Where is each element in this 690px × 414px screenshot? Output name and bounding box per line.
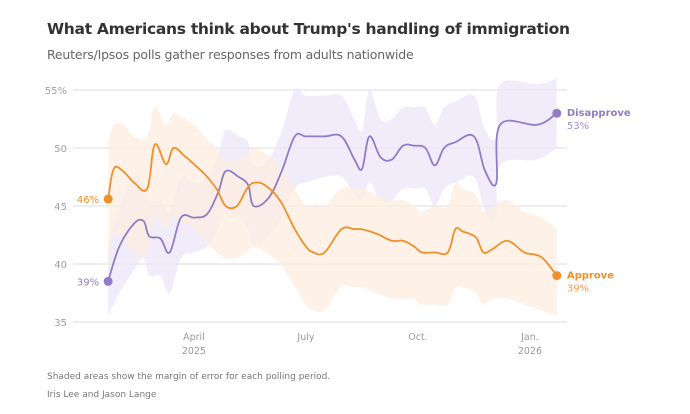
disapprove-line: [107, 112, 558, 283]
series-lines: [103, 108, 562, 286]
y-tick-label: 35: [54, 318, 67, 329]
y-tick-label: 55%: [45, 86, 67, 97]
approve-start-label: 46%: [77, 195, 99, 206]
x-tick-sublabel: 2026: [518, 346, 542, 357]
margin-of-error-bands: [108, 78, 557, 317]
x-tick-label: July: [296, 332, 314, 343]
approve-margin-band: [108, 107, 557, 317]
y-tick-label: 50: [54, 144, 67, 155]
x-tick-label: Oct.: [408, 332, 427, 343]
chart-subtitle: Reuters/Ipsos polls gather responses fro…: [47, 47, 414, 62]
disapprove-end-value: 53%: [567, 121, 589, 132]
disapprove-start-label: 39%: [77, 277, 99, 288]
disapprove-margin-band: [108, 78, 557, 317]
approve-end-value: 39%: [567, 284, 589, 295]
approve-line: [107, 143, 558, 277]
approve-end-name: Approve: [567, 271, 614, 282]
x-tick-label: April: [183, 332, 205, 343]
disapprove-start-point: [103, 276, 113, 286]
x-tick-sublabel: 2025: [182, 346, 206, 357]
disapprove-end-name: Disapprove: [567, 108, 631, 119]
disapprove-end-point: [552, 108, 562, 118]
x-tick-label: Jan.: [520, 332, 539, 343]
approve-start-point: [103, 194, 113, 204]
credit-line: Iris Lee and Jason Lange: [47, 390, 157, 400]
chart-labels: 35 40 45 50 55% April 2025 July Oct. Jan. 2026 39% D…: [45, 86, 631, 357]
y-tick-label: 45: [54, 202, 67, 213]
footnote: Shaded areas show the margin of error fo…: [47, 372, 331, 382]
y-tick-label: 40: [54, 260, 67, 271]
approve-end-point: [552, 271, 562, 281]
chart-title: What Americans think about Trump's handl…: [47, 20, 570, 38]
